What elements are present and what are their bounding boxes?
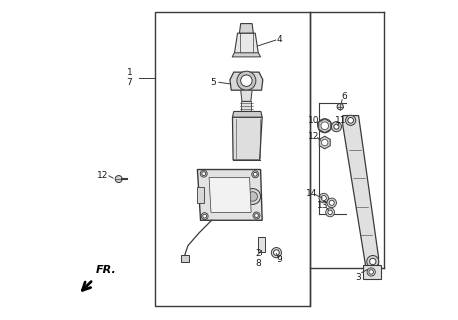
Circle shape — [369, 270, 373, 274]
Circle shape — [260, 238, 264, 242]
Text: 2
8: 2 8 — [255, 249, 261, 268]
Polygon shape — [209, 178, 251, 212]
Circle shape — [248, 192, 257, 201]
Polygon shape — [240, 24, 253, 33]
Text: 12: 12 — [97, 172, 108, 180]
Polygon shape — [230, 72, 263, 90]
Text: 6: 6 — [342, 92, 348, 101]
Circle shape — [326, 208, 334, 217]
Polygon shape — [233, 111, 262, 117]
Polygon shape — [319, 119, 331, 133]
Circle shape — [201, 213, 208, 220]
Circle shape — [367, 268, 375, 276]
Circle shape — [241, 75, 252, 86]
Bar — [180, 255, 189, 261]
Circle shape — [329, 200, 334, 205]
Circle shape — [328, 210, 333, 215]
Polygon shape — [232, 53, 261, 57]
Polygon shape — [241, 90, 252, 101]
Text: FR.: FR. — [95, 265, 116, 275]
Circle shape — [337, 104, 344, 110]
Circle shape — [255, 214, 258, 217]
Circle shape — [271, 248, 282, 258]
Circle shape — [321, 122, 328, 130]
Circle shape — [319, 193, 328, 203]
Circle shape — [203, 214, 207, 218]
Text: 3: 3 — [356, 273, 361, 282]
Polygon shape — [197, 170, 262, 220]
Circle shape — [321, 196, 327, 201]
Circle shape — [253, 212, 260, 219]
Polygon shape — [241, 101, 251, 117]
Text: 12: 12 — [308, 132, 319, 141]
Circle shape — [260, 244, 264, 249]
Circle shape — [273, 250, 279, 255]
Text: 1
7: 1 7 — [126, 68, 132, 87]
Circle shape — [327, 198, 337, 208]
Polygon shape — [234, 33, 258, 54]
Text: 5: 5 — [210, 78, 216, 87]
Circle shape — [332, 122, 342, 132]
Text: 4: 4 — [277, 35, 283, 44]
Circle shape — [322, 140, 328, 146]
Circle shape — [346, 115, 356, 125]
Bar — [363, 265, 381, 279]
Circle shape — [237, 71, 256, 90]
Polygon shape — [233, 117, 262, 160]
Circle shape — [253, 172, 257, 176]
Circle shape — [367, 255, 379, 268]
Bar — [258, 237, 265, 252]
Polygon shape — [197, 187, 204, 203]
Text: 13: 13 — [316, 201, 328, 210]
Circle shape — [370, 258, 376, 265]
Circle shape — [318, 119, 332, 133]
Circle shape — [348, 117, 354, 123]
Text: 14: 14 — [305, 189, 317, 198]
Circle shape — [252, 171, 259, 178]
Bar — [155, 12, 310, 306]
Circle shape — [115, 176, 122, 182]
Text: 10: 10 — [308, 116, 320, 125]
Polygon shape — [343, 116, 378, 271]
Circle shape — [334, 124, 339, 129]
Circle shape — [202, 172, 206, 176]
Circle shape — [200, 170, 207, 177]
Polygon shape — [319, 136, 330, 149]
Circle shape — [245, 188, 261, 204]
Text: 11: 11 — [335, 116, 347, 125]
Circle shape — [321, 122, 328, 130]
Text: 9: 9 — [277, 255, 283, 264]
